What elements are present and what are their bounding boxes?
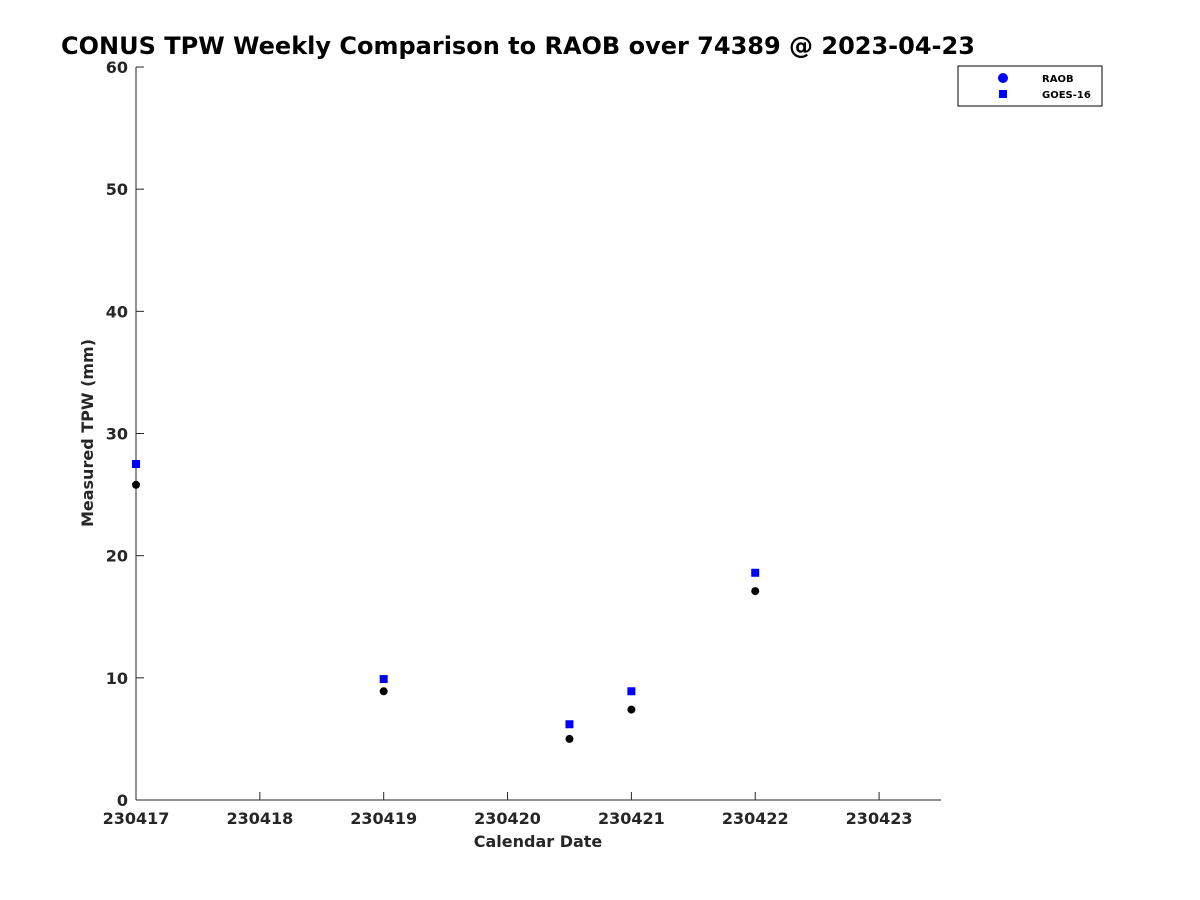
- chart-title: CONUS TPW Weekly Comparison to RAOB over…: [61, 32, 975, 60]
- x-tick-label: 230420: [474, 809, 541, 828]
- legend-box: [957, 65, 1103, 107]
- y-tick-label: 40: [106, 302, 128, 321]
- legend: RAOB GOES-16: [957, 65, 1103, 107]
- x-tick-label: 230417: [103, 809, 170, 828]
- y-tick-label: 50: [106, 180, 128, 199]
- legend-label-raob: RAOB: [1042, 74, 1074, 85]
- y-tick-label: 20: [106, 547, 128, 566]
- plot-area: [132, 460, 760, 743]
- raob-point: [565, 734, 574, 743]
- raob-point: [627, 705, 636, 714]
- legend-marker-goes16: [999, 90, 1007, 98]
- x-tick-label: 230421: [598, 809, 665, 828]
- raob-point: [751, 587, 760, 596]
- raob-point: [379, 687, 388, 696]
- x-axis-label: Calendar Date: [474, 832, 603, 851]
- legend-marker-raob: [998, 73, 1008, 83]
- x-tick-label: 230419: [350, 809, 417, 828]
- y-tick-label: 10: [106, 669, 128, 688]
- axes: 0 10 20 30 40 50 60 230417 230418 230419 230420 230…: [103, 58, 941, 828]
- y-axis-label: Measured TPW (mm): [78, 339, 97, 527]
- goes16-point: [379, 675, 388, 684]
- goes16-point: [132, 460, 140, 469]
- x-tick-label: 230423: [846, 809, 913, 828]
- y-tick-label: 0: [117, 791, 128, 810]
- y-tick-label: 30: [106, 425, 128, 444]
- goes16-point: [565, 720, 574, 729]
- raob-point: [132, 480, 140, 489]
- y-tick-label: 60: [106, 58, 128, 77]
- x-tick-label: 230418: [226, 809, 293, 828]
- x-tick-label: 230422: [722, 809, 789, 828]
- legend-label-goes16: GOES-16: [1042, 90, 1091, 101]
- goes16-point: [751, 568, 760, 577]
- goes16-point: [627, 687, 636, 696]
